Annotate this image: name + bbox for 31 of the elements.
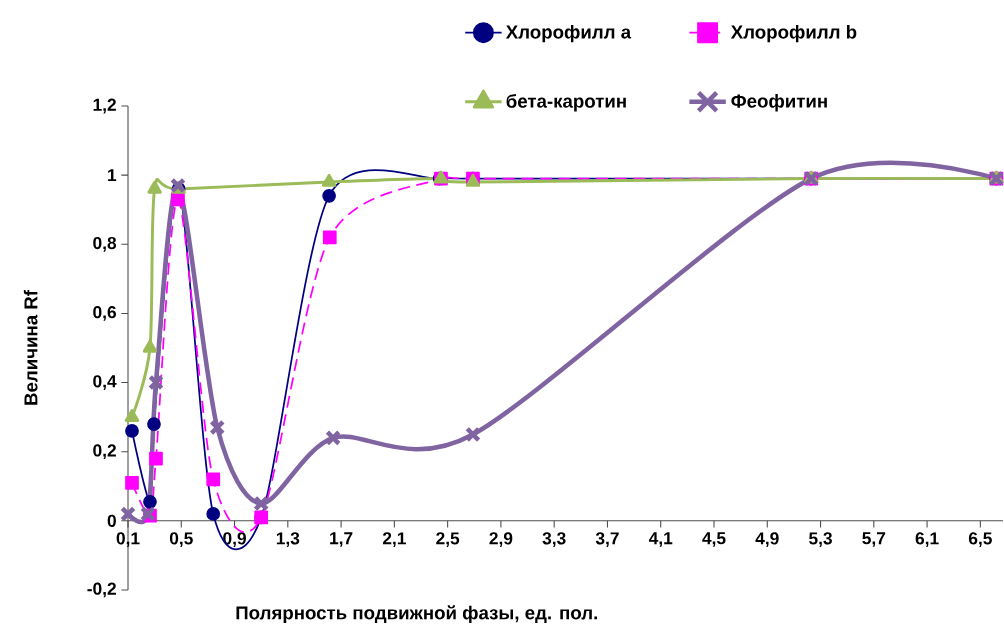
y-tick-label: 1,2 xyxy=(93,98,116,114)
x-tick-label: 1,3 xyxy=(276,532,300,547)
x-tick-label: 6,5 xyxy=(968,532,992,547)
legend-label: бета-каротин xyxy=(506,93,626,112)
legend-label: Хлорофилл a xyxy=(505,24,632,43)
y-tick-label: 0,4 xyxy=(93,375,117,390)
y-tick-label: 0,8 xyxy=(93,236,117,252)
x-tick-label: 0,5 xyxy=(169,532,193,547)
x-tick-label: 5,3 xyxy=(809,532,832,547)
x-tick-label: 4,5 xyxy=(702,532,726,547)
x-tick-label: 2,5 xyxy=(436,532,460,547)
x-tick-label: 3,3 xyxy=(542,532,566,547)
x-tick-label: 3,7 xyxy=(595,532,619,547)
x-tick-label: 0,9 xyxy=(223,532,246,547)
x-tick-label: 0,1 xyxy=(116,532,140,547)
y-tick-label: 0,2 xyxy=(93,444,116,460)
y-tick-label: -0,2 xyxy=(87,582,116,598)
x-tick-label: 2,9 xyxy=(489,532,513,547)
legend-label: Хлорофилл b xyxy=(730,24,857,43)
x-tick-label: 4,9 xyxy=(755,532,779,547)
x-axis-title: Полярность подвижной фазы, ед. пол. xyxy=(236,605,598,624)
x-tick-label: 2,1 xyxy=(382,532,406,547)
y-tick-label: 0,6 xyxy=(93,306,116,321)
y-axis-title: Величина Rf xyxy=(23,289,38,405)
x-tick-label: 1,7 xyxy=(330,532,353,547)
x-tick-label: 4,1 xyxy=(648,532,673,547)
x-tick-label: 5,7 xyxy=(862,532,886,547)
y-tick-label: 1 xyxy=(108,169,117,182)
legend-label: Феофитин xyxy=(731,94,827,112)
x-tick-label: 6,1 xyxy=(915,532,939,547)
y-tick-label: 0 xyxy=(107,514,116,527)
